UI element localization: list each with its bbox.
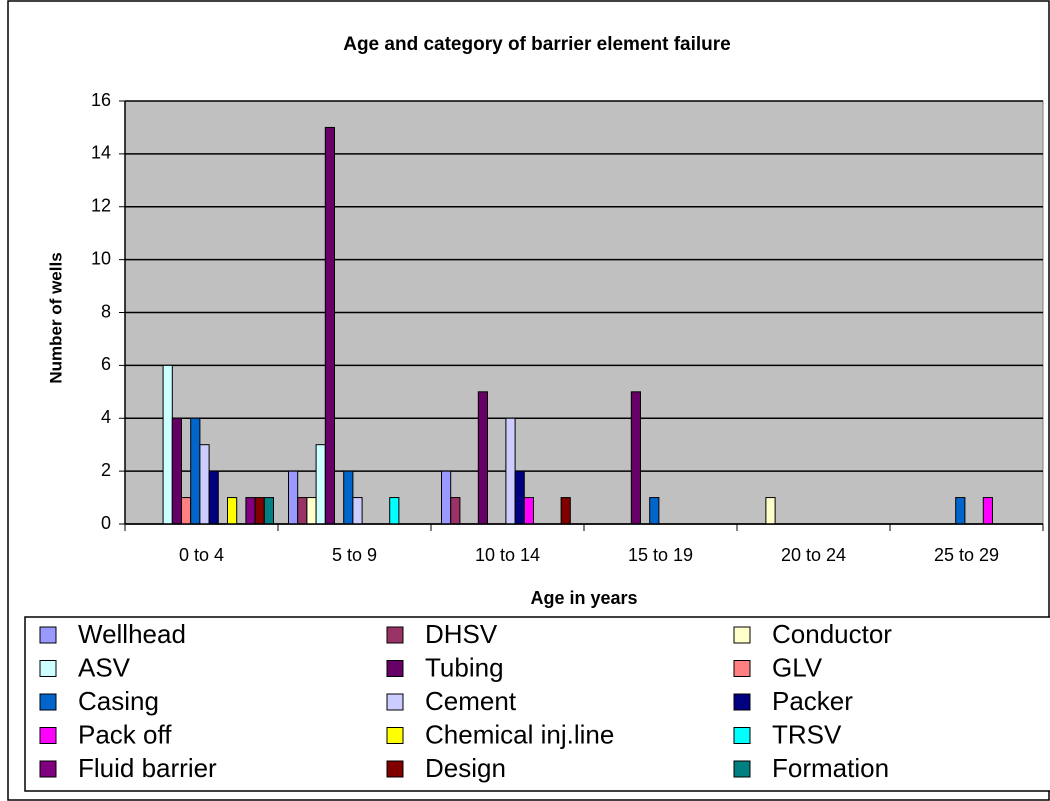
bar [181, 497, 192, 525]
bar [171, 417, 183, 525]
bar [190, 417, 201, 525]
chart-title: Age and category of barrier element fail… [343, 34, 731, 55]
legend-label: DHSV [425, 619, 498, 649]
x-tick-label: 0 to 4 [179, 545, 224, 565]
bar [297, 497, 308, 525]
legend-swatch [386, 693, 404, 711]
x-axis-title: Age in years [530, 588, 637, 608]
bar [245, 497, 256, 525]
y-tick-label: 2 [101, 460, 111, 480]
legend-swatch [39, 727, 57, 744]
legend-label: Design [425, 753, 506, 783]
bar [982, 497, 993, 525]
bar [649, 497, 660, 525]
x-tick-label: 10 to 14 [475, 545, 540, 565]
bar [208, 470, 219, 525]
legend-swatch [39, 626, 57, 644]
legend-swatch [386, 760, 404, 778]
bar [352, 497, 363, 525]
bar [324, 126, 335, 525]
legend-swatch [733, 626, 751, 644]
bar [765, 497, 776, 525]
legend-box [24, 616, 1050, 792]
bar [315, 444, 326, 525]
legend-swatch [386, 660, 404, 677]
bar [505, 417, 516, 525]
bar [389, 497, 400, 525]
legend-swatch [39, 760, 57, 778]
x-tick-label: 5 to 9 [332, 545, 377, 565]
bar [955, 497, 966, 525]
legend-swatch [386, 727, 404, 744]
legend-label: Fluid barrier [78, 753, 217, 783]
bar [450, 497, 461, 525]
bar [306, 497, 317, 525]
bar [441, 470, 452, 525]
legend-swatch [386, 626, 404, 644]
legend-swatch [39, 693, 57, 711]
legend-label: GLV [772, 652, 823, 682]
bar [227, 497, 238, 525]
y-tick-label: 8 [101, 301, 111, 321]
y-tick-label: 6 [101, 354, 111, 374]
legend-label: Conductor [772, 619, 892, 649]
bar [162, 364, 173, 525]
bar [523, 497, 534, 525]
legend-label: Wellhead [78, 619, 186, 649]
legend-label: Casing [78, 686, 159, 716]
y-tick-label: 16 [91, 90, 111, 110]
bar [199, 444, 210, 525]
legend-label: Packer [772, 686, 853, 716]
y-tick-label: 4 [101, 407, 111, 427]
y-axis-title: Number of wells [46, 252, 65, 383]
x-tick-label: 20 to 24 [781, 545, 846, 565]
y-tick-label: 10 [91, 248, 111, 268]
bar [514, 470, 525, 525]
x-tick-label: 15 to 19 [628, 545, 693, 565]
legend-swatch [733, 693, 751, 711]
bar [263, 497, 274, 525]
legend-label: Chemical inj.line [425, 719, 614, 749]
bar [343, 470, 354, 525]
legend-swatch [733, 727, 751, 744]
legend-label: Formation [772, 753, 889, 783]
bar [560, 497, 571, 525]
legend-swatch [733, 760, 751, 778]
bar [477, 391, 488, 525]
legend-label: ASV [78, 652, 131, 682]
y-tick-label: 14 [91, 143, 111, 163]
bar [630, 391, 641, 525]
bar [254, 497, 265, 525]
legend-label: Tubing [425, 652, 504, 682]
legend-label: Cement [425, 686, 517, 716]
y-tick-label: 12 [91, 196, 111, 216]
y-tick-label: 0 [101, 513, 111, 533]
legend-label: TRSV [772, 719, 842, 749]
x-tick-label: 25 to 29 [934, 545, 999, 565]
legend-swatch [733, 660, 751, 677]
legend-label: Pack off [78, 719, 172, 749]
bar [288, 470, 299, 525]
legend-swatch [39, 660, 57, 677]
